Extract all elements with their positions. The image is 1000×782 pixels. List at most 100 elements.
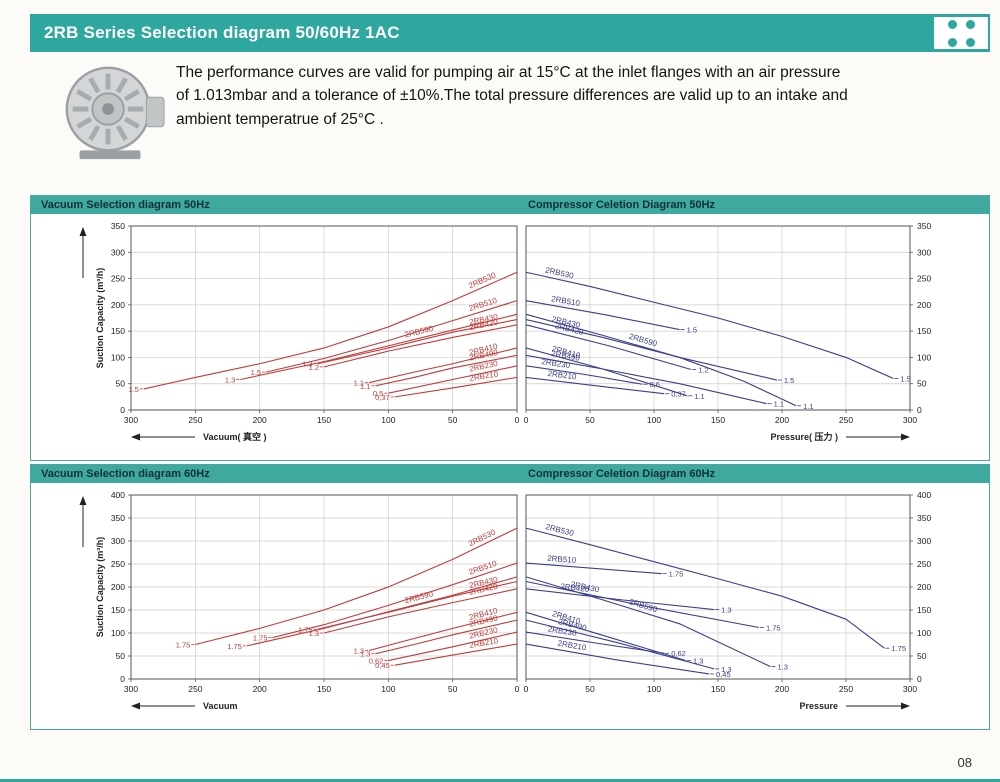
compressor-60hz-title: Compressor Celetion Diagram 60Hz [528,468,716,480]
svg-text:Vacuum( 真空 ): Vacuum( 真空 ) [203,431,267,442]
svg-text:1.1: 1.1 [354,379,364,388]
svg-text:2RB510: 2RB510 [468,559,499,577]
svg-text:1.75: 1.75 [253,634,268,643]
svg-text:Suction Capacity (m³/h): Suction Capacity (m³/h) [95,268,105,369]
svg-text:0,37: 0,37 [375,393,390,402]
svg-text:0,62: 0,62 [369,657,384,666]
svg-text:100: 100 [917,352,931,362]
charts-row-60hz: 0 50 100 150 200 250 300 0 50 100 150 200 250 300 350 4… [31,483,989,729]
panel-50hz-header: Vacuum Selection diagram 50Hz Compressor… [31,196,989,214]
svg-text:1.3: 1.3 [721,606,731,615]
svg-text:Pressure: Pressure [799,701,838,711]
svg-text:1.5: 1.5 [687,326,697,335]
intro-line: of 1.013mbar and a tolerance of ±10%.The… [176,87,848,105]
svg-text:300: 300 [917,536,931,546]
svg-text:2RB510: 2RB510 [468,296,499,313]
svg-text:100: 100 [111,352,125,362]
svg-text:50: 50 [448,684,458,694]
svg-text:250: 250 [839,684,853,694]
dot-icon [947,37,957,47]
svg-text:100: 100 [647,684,661,694]
svg-text:1.3: 1.3 [225,376,235,385]
svg-text:0: 0 [917,405,922,415]
svg-text:250: 250 [839,415,853,425]
decorative-dots-icon [934,17,988,49]
svg-text:300: 300 [917,247,931,257]
svg-text:350: 350 [917,221,931,231]
svg-text:1.3: 1.3 [777,663,787,672]
svg-text:1.75: 1.75 [176,641,191,650]
svg-text:250: 250 [111,274,125,284]
svg-text:0: 0 [917,674,922,684]
svg-text:300: 300 [124,684,138,694]
svg-text:100: 100 [381,684,395,694]
svg-text:150: 150 [711,684,725,694]
svg-text:200: 200 [917,300,931,310]
svg-text:1.75: 1.75 [298,625,313,634]
svg-text:Pressure( 压力 ): Pressure( 压力 ) [770,431,838,442]
svg-text:2RB590: 2RB590 [404,589,435,605]
svg-text:150: 150 [917,605,931,615]
svg-text:150: 150 [917,326,931,336]
dot-icon [965,19,975,29]
svg-text:0: 0 [120,405,125,415]
svg-text:0: 0 [515,684,520,694]
svg-text:1.3: 1.3 [302,360,312,369]
svg-text:350: 350 [111,513,125,523]
svg-text:200: 200 [917,582,931,592]
svg-text:250: 250 [917,559,931,569]
svg-text:50: 50 [585,415,595,425]
compressor-60hz-chart: 0 50 100 150 200 250 3000501001502002503003504… [524,490,932,711]
svg-text:1.3: 1.3 [360,650,370,659]
dot-icon [947,19,957,29]
svg-text:0,37: 0,37 [671,390,686,399]
svg-text:200: 200 [253,415,267,425]
svg-text:2RB590: 2RB590 [404,324,435,340]
vacuum-60hz-chart: 0501001502002503000501001502002503003504… [79,490,520,711]
intro-line: ambient temperatrue of 25°C . [176,110,384,128]
svg-text:100: 100 [917,628,931,638]
svg-text:250: 250 [917,274,931,284]
charts-row-50hz: 0 50 100 150 200 250 300 0 50 100 150 200 250 300 350 2… [31,214,989,460]
svg-text:Suction Capacity (m³/h): Suction Capacity (m³/h) [95,537,105,638]
svg-text:100: 100 [381,415,395,425]
panel-60hz: Vacuum Selection diagram 60Hz Compressor… [30,464,990,730]
svg-text:1.3: 1.3 [354,646,364,655]
svg-text:1.1: 1.1 [774,400,784,409]
svg-text:200: 200 [111,300,125,310]
svg-text:2RB530: 2RB530 [545,522,576,538]
svg-text:300: 300 [111,247,125,257]
svg-text:50: 50 [448,415,458,425]
panel-60hz-header: Vacuum Selection diagram 60Hz Compressor… [31,465,989,483]
svg-text:200: 200 [111,582,125,592]
svg-text:400: 400 [917,490,931,500]
svg-text:350: 350 [111,221,125,231]
svg-text:1.3: 1.3 [309,629,319,638]
bottom-rule [0,779,1000,782]
svg-text:50: 50 [116,379,126,389]
dot-icon [965,37,975,47]
svg-text:1.5: 1.5 [784,376,794,385]
svg-text:350: 350 [917,513,931,523]
svg-text:0: 0 [524,415,529,425]
blower-product-image [65,66,165,160]
svg-text:300: 300 [111,536,125,546]
page-title-bar: 2RB Series Selection diagram 50/60Hz 1AC [30,14,990,52]
vacuum-50hz-title: Vacuum Selection diagram 50Hz [41,199,210,211]
svg-text:50: 50 [917,651,927,661]
svg-text:1.75: 1.75 [891,644,906,653]
svg-text:1.75: 1.75 [766,623,781,632]
intro-paragraph: The performance curves are valid for pum… [176,58,848,131]
svg-text:200: 200 [775,415,789,425]
svg-text:250: 250 [188,415,202,425]
svg-text:0,45: 0,45 [375,661,390,670]
svg-text:50: 50 [585,684,595,694]
svg-text:250: 250 [111,559,125,569]
vacuum-60hz-title: Vacuum Selection diagram 60Hz [41,468,210,480]
panel-50hz: Vacuum Selection diagram 50Hz Compressor… [30,195,990,461]
svg-text:1.1: 1.1 [694,392,704,401]
svg-text:2RB230: 2RB230 [541,357,571,370]
svg-text:150: 150 [317,415,331,425]
svg-text:2RB210: 2RB210 [547,369,577,381]
